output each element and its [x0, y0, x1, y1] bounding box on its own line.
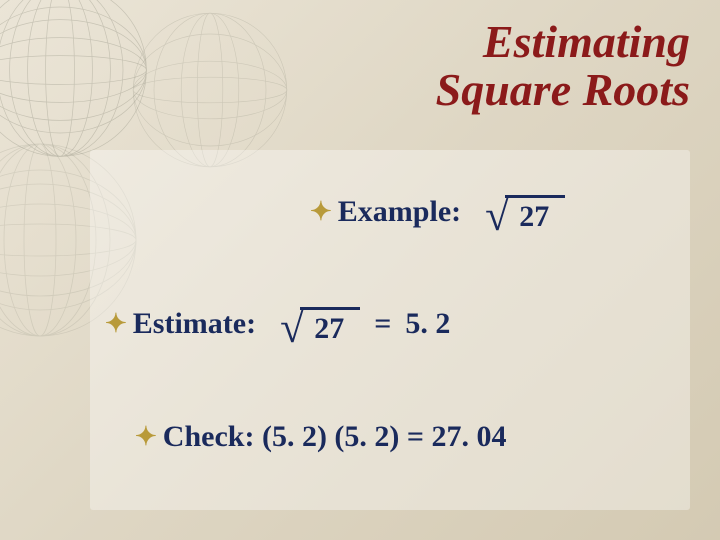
radical-symbol: √ [280, 306, 304, 350]
title-line-1: Estimating [436, 18, 690, 66]
example-row: ✦ Example: √ 27 [310, 190, 565, 234]
estimate-radicand: 27 [300, 307, 360, 346]
decorative-wireframe-sphere [130, 10, 290, 170]
title-line-2: Square Roots [436, 66, 690, 114]
bullet-icon: ✦ [135, 422, 157, 452]
check-row: ✦ Check: (5. 2) (5. 2) = 27. 04 [135, 420, 507, 454]
example-label: Example: [338, 195, 461, 229]
estimate-row: ✦ Estimate: √ 27 = 5. 2 [105, 302, 450, 346]
slide-title: Estimating Square Roots [436, 18, 690, 115]
estimate-label: Estimate: [133, 307, 256, 341]
estimate-value: 5. 2 [405, 307, 450, 341]
sqrt-expression: √ 27 [485, 190, 565, 234]
equals-sign: = [374, 307, 391, 341]
radical-symbol: √ [485, 194, 509, 238]
check-text: Check: (5. 2) (5. 2) = 27. 04 [163, 420, 507, 454]
bullet-icon: ✦ [310, 197, 332, 227]
sqrt-expression: √ 27 [280, 302, 360, 346]
example-radicand: 27 [505, 195, 565, 234]
decorative-wireframe-sphere [0, 0, 150, 160]
bullet-icon: ✦ [105, 309, 127, 339]
